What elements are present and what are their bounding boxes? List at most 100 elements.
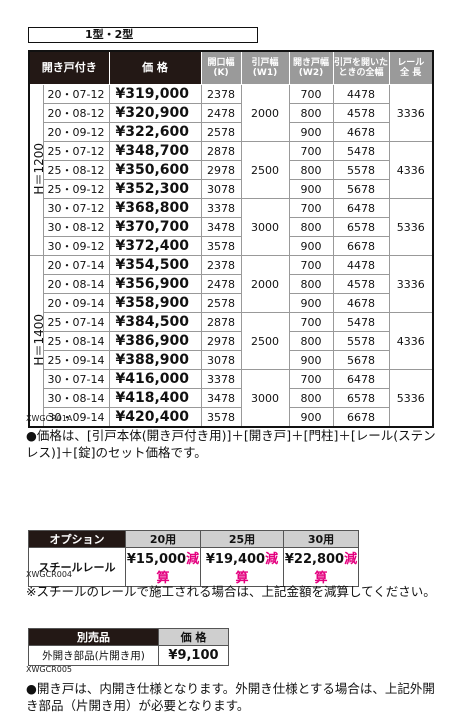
price: ¥9,100 bbox=[158, 645, 229, 666]
rail-length: 5336 bbox=[388, 369, 434, 428]
column-header: 引戸幅 (W1) bbox=[240, 50, 290, 85]
full-width: 6678 bbox=[332, 236, 390, 256]
column-header: 開口幅 (K) bbox=[200, 50, 242, 85]
column-header: 30用 bbox=[283, 530, 359, 548]
extra-table: 別売品価 格外開き部品(片開き用) ¥9,100 bbox=[28, 628, 229, 666]
option-price: ¥22,800減算 bbox=[283, 547, 359, 587]
row: 30・08-12 ¥370,700 3478 800 6578 bbox=[29, 217, 433, 237]
row: 30・07-12 ¥368,800 3378 3000 700 6478 5336 bbox=[29, 198, 434, 256]
opening-width: 3378 bbox=[200, 198, 242, 218]
model-code: 25・09-12 bbox=[42, 179, 110, 199]
price-table: 開き戸付き価 格開口幅 (K) 引戸幅 (W1) 開き戸幅 (W2) 引戸を開いた と… bbox=[28, 50, 434, 428]
door-width: 900 bbox=[288, 122, 334, 142]
full-width: 4678 bbox=[332, 122, 390, 142]
model-code: 20・07-14 bbox=[42, 255, 110, 275]
sliding-width: 2000 bbox=[240, 84, 290, 142]
column-header: 価 格 bbox=[108, 50, 202, 85]
model-code: 25・07-12 bbox=[42, 141, 110, 161]
door-width: 900 bbox=[288, 407, 334, 428]
price: ¥384,500 bbox=[108, 312, 202, 332]
door-width: 800 bbox=[288, 103, 334, 123]
code: XWGCR01A bbox=[26, 414, 73, 423]
row: 20・09-14 ¥358,900 2578 900 4678 bbox=[29, 293, 433, 313]
price: ¥388,900 bbox=[108, 350, 202, 370]
full-width: 4678 bbox=[332, 293, 390, 313]
full-width: 4478 bbox=[332, 255, 390, 275]
opening-width: 3478 bbox=[200, 388, 242, 408]
opening-width: 2578 bbox=[200, 122, 242, 142]
height-label: H＝1200 bbox=[32, 142, 43, 195]
door-width: 800 bbox=[288, 274, 334, 294]
note: ※スチールのレールで施工される場合は、上記金額を減算してください。 bbox=[26, 584, 436, 599]
price: ¥19,400 bbox=[205, 552, 266, 567]
row: 25・08-12 ¥350,600 2978 800 5578 bbox=[29, 160, 433, 180]
door-width: 700 bbox=[288, 255, 334, 275]
door-width: 800 bbox=[288, 331, 334, 351]
full-width: 4578 bbox=[332, 103, 390, 123]
row: 20・08-12 ¥320,900 2478 800 4578 bbox=[29, 103, 433, 123]
door-width: 900 bbox=[288, 179, 334, 199]
full-width: 5578 bbox=[332, 331, 390, 351]
door-width: 900 bbox=[288, 236, 334, 256]
price: ¥416,000 bbox=[108, 369, 202, 389]
opening-width: 2478 bbox=[200, 103, 242, 123]
model-code: 20・09-12 bbox=[42, 122, 110, 142]
full-width: 6578 bbox=[332, 388, 390, 408]
option-price: ¥19,400減算 bbox=[200, 547, 284, 587]
full-width: 5578 bbox=[332, 160, 390, 180]
model-code: 30・07-14 bbox=[42, 369, 110, 389]
row: 20・09-12 ¥322,600 2578 900 4678 bbox=[29, 122, 433, 142]
model-code: 30・08-14 bbox=[42, 388, 110, 408]
opening-width: 3578 bbox=[200, 407, 242, 428]
column-header: オプション bbox=[28, 530, 126, 548]
header-row: オプション 20用 25用 30用 bbox=[28, 530, 359, 548]
opening-width: 2378 bbox=[200, 84, 242, 104]
option-table: オプション 20用 25用 30用 スチールレール ¥15,000減算 ¥19,400減算 ¥… bbox=[28, 530, 359, 587]
row: 25・09-14 ¥388,900 3078 900 5678 bbox=[29, 350, 433, 370]
model-code: 20・08-14 bbox=[42, 274, 110, 294]
opening-width: 2878 bbox=[200, 312, 242, 332]
price: ¥358,900 bbox=[108, 293, 202, 313]
opening-width: 3078 bbox=[200, 350, 242, 370]
title: 1型・2型 bbox=[28, 27, 258, 43]
price: ¥418,400 bbox=[108, 388, 202, 408]
rail-length: 4336 bbox=[388, 141, 434, 199]
model-code: 25・07-14 bbox=[42, 312, 110, 332]
model-code: 30・09-14 bbox=[42, 407, 110, 428]
full-width: 5478 bbox=[332, 312, 390, 332]
opening-width: 2978 bbox=[200, 160, 242, 180]
opening-width: 2578 bbox=[200, 293, 242, 313]
row: 30・07-14 ¥416,000 3378 3000 700 6478 5336 bbox=[29, 369, 434, 428]
model-code: 20・08-12 bbox=[42, 103, 110, 123]
door-width: 700 bbox=[288, 369, 334, 389]
row: 30・08-14 ¥418,400 3478 800 6578 bbox=[29, 388, 433, 408]
price: ¥354,500 bbox=[108, 255, 202, 275]
price: ¥352,300 bbox=[108, 179, 202, 199]
row: 30・09-12 ¥372,400 3578 900 6678 bbox=[29, 236, 433, 256]
column-header: 別売品 bbox=[28, 628, 159, 646]
door-width: 700 bbox=[288, 141, 334, 161]
rail-length: 4336 bbox=[388, 312, 434, 370]
full-width: 6478 bbox=[332, 198, 390, 218]
full-width: 5478 bbox=[332, 141, 390, 161]
option-price: ¥15,000減算 bbox=[125, 547, 201, 587]
row: H＝1400 20・07-14 ¥354,500 2378 2000 700 4478 333… bbox=[28, 255, 434, 428]
column-header: 価 格 bbox=[158, 628, 229, 646]
row: スチールレール ¥15,000減算 ¥19,400減算 ¥22,800減算 bbox=[28, 547, 359, 587]
rail-length: 3336 bbox=[388, 255, 434, 313]
column-header: 開き戸付き bbox=[28, 50, 110, 85]
height-cell: H＝1200 bbox=[28, 84, 44, 256]
model-code: 30・08-12 bbox=[42, 217, 110, 237]
price: ¥386,900 bbox=[108, 331, 202, 351]
deduct: 減算 bbox=[235, 552, 279, 586]
price: ¥370,700 bbox=[108, 217, 202, 237]
column-header: レール 全 長 bbox=[388, 50, 434, 85]
height-label: H＝1400 bbox=[32, 313, 43, 366]
opening-width: 3578 bbox=[200, 236, 242, 256]
row: 25・09-12 ¥352,300 3078 900 5678 bbox=[29, 179, 433, 199]
model-code: 20・07-12 bbox=[42, 84, 110, 104]
code: XWGCR005 bbox=[26, 665, 73, 674]
header-row: 開き戸付き価 格開口幅 (K) 引戸幅 (W1) 開き戸幅 (W2) 引戸を開いた と… bbox=[28, 50, 434, 85]
price: ¥319,000 bbox=[108, 84, 202, 104]
